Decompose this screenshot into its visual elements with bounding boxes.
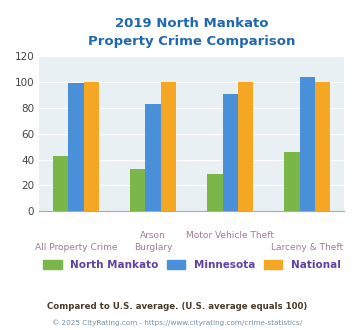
Bar <box>238 82 253 211</box>
Text: All Property Crime: All Property Crime <box>35 243 117 252</box>
Bar <box>300 77 315 211</box>
Bar <box>223 94 238 211</box>
Bar <box>84 82 99 211</box>
Bar <box>146 104 161 211</box>
Text: Compared to U.S. average. (U.S. average equals 100): Compared to U.S. average. (U.S. average … <box>47 302 308 311</box>
Bar <box>161 82 176 211</box>
Bar <box>53 156 69 211</box>
Title: 2019 North Mankato
Property Crime Comparison: 2019 North Mankato Property Crime Compar… <box>88 17 295 48</box>
Legend: North Mankato, Minnesota, National: North Mankato, Minnesota, National <box>39 256 345 274</box>
Text: Larceny & Theft: Larceny & Theft <box>271 243 343 252</box>
Bar <box>207 174 223 211</box>
Text: © 2025 CityRating.com - https://www.cityrating.com/crime-statistics/: © 2025 CityRating.com - https://www.city… <box>53 319 302 326</box>
Text: Motor Vehicle Theft: Motor Vehicle Theft <box>186 231 274 240</box>
Text: Arson: Arson <box>140 231 166 240</box>
Text: Burglary: Burglary <box>134 243 173 252</box>
Bar <box>69 83 84 211</box>
Bar <box>130 169 146 211</box>
Bar <box>284 152 300 211</box>
Bar <box>315 82 331 211</box>
